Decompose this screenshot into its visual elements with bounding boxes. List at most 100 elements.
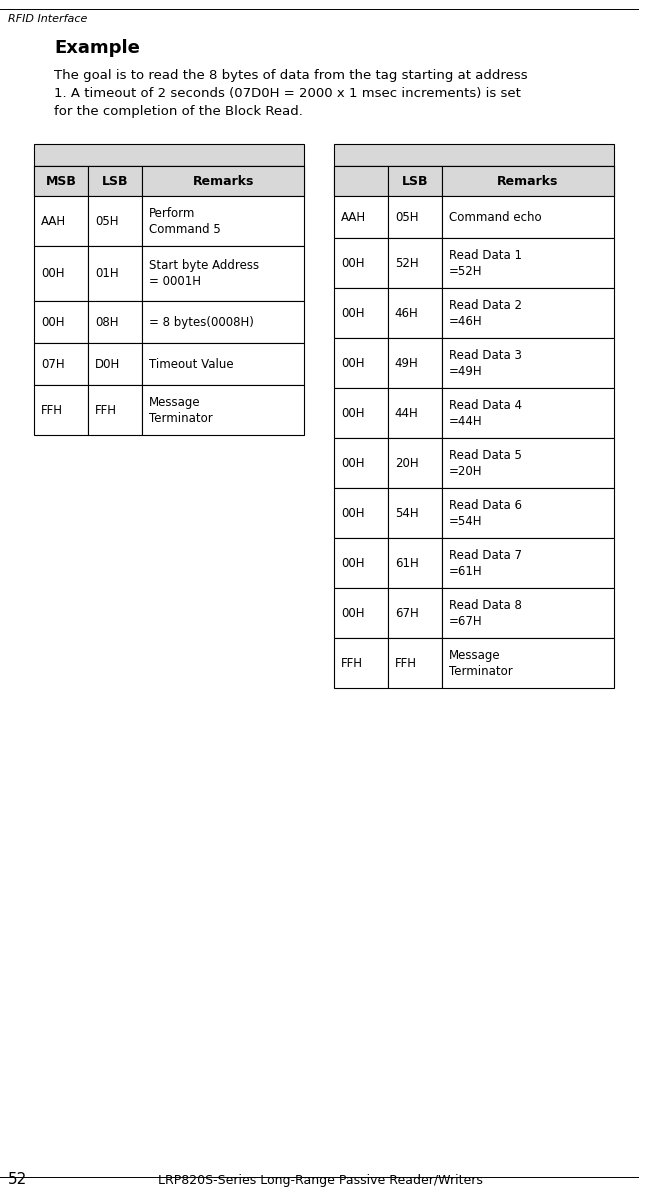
Text: 49H: 49H [395,356,419,369]
Text: RFID Interface: RFID Interface [8,14,87,24]
Text: 00H: 00H [41,267,64,281]
Text: 01H: 01H [95,267,119,281]
Bar [388,388,442,438]
Bar [334,195,388,237]
Text: Read Data 1
=52H: Read Data 1 =52H [449,248,521,277]
Bar [442,165,614,195]
Bar [388,165,442,195]
Bar [442,338,614,388]
Text: 00H: 00H [340,257,365,270]
Bar [442,588,614,638]
Text: LRP820S-Series Long-Range Passive Reader/Writers: LRP820S-Series Long-Range Passive Reader… [158,1174,482,1187]
Bar [35,165,89,195]
Text: 67H: 67H [395,607,419,620]
Bar [35,144,305,165]
Text: D0H: D0H [95,357,120,370]
Bar [334,438,388,488]
Text: Read Data 3
=49H: Read Data 3 =49H [449,349,521,378]
Bar [334,165,614,195]
Bar [35,195,89,246]
Bar [388,538,442,588]
Bar [334,288,388,338]
Text: 52H: 52H [395,257,419,270]
Bar [35,301,89,343]
Text: Perform
Command 5: Perform Command 5 [149,206,221,235]
Text: 08H: 08H [95,315,118,329]
Bar [89,165,143,195]
Bar [334,638,388,688]
Text: MSB: MSB [46,175,77,187]
Text: Read Data 4
=44H: Read Data 4 =44H [449,398,521,428]
Bar [388,288,442,338]
Bar [442,237,614,288]
Text: Start byte Address
= 0001H: Start byte Address = 0001H [149,259,259,288]
Bar [143,301,305,343]
Bar [143,246,305,301]
Text: AAH: AAH [41,215,66,228]
Bar [35,343,89,385]
Bar [442,538,614,588]
Text: Read Data 5
=20H: Read Data 5 =20H [449,448,521,477]
Bar [442,195,614,237]
Bar [143,385,305,435]
Bar [143,343,305,385]
Bar [89,301,143,343]
Text: Read Data 8
=67H: Read Data 8 =67H [449,598,521,627]
Text: 20H: 20H [395,457,419,470]
Bar [442,438,614,488]
Text: 46H: 46H [395,307,419,319]
Text: 54H: 54H [395,506,419,519]
Text: FFH: FFH [395,657,417,669]
Bar [388,338,442,388]
Bar [388,195,442,237]
Bar [334,338,388,388]
Bar [89,343,143,385]
Bar [89,246,143,301]
Bar [35,246,89,301]
Text: 52: 52 [8,1171,27,1187]
Text: 00H: 00H [340,506,365,519]
Bar [35,385,89,435]
Text: 07H: 07H [41,357,65,370]
Bar [334,165,388,195]
Bar [442,488,614,538]
Text: FFH: FFH [41,404,63,416]
Bar [334,588,388,638]
Text: 44H: 44H [395,406,419,420]
Bar [442,288,614,338]
Text: Read Data 7
=61H: Read Data 7 =61H [449,548,521,578]
Text: 05H: 05H [395,211,418,223]
Bar [35,165,305,195]
Bar [334,388,388,438]
Text: 00H: 00H [340,607,365,620]
Bar [143,165,305,195]
Text: 00H: 00H [340,356,365,369]
Text: Read Data 6
=54H: Read Data 6 =54H [449,499,521,528]
Bar [388,438,442,488]
Text: Message
Terminator: Message Terminator [449,649,512,677]
Text: Timeout Value: Timeout Value [149,357,234,370]
Text: FFH: FFH [95,404,117,416]
Bar [334,488,388,538]
Bar [442,388,614,438]
Bar [89,385,143,435]
Bar [388,588,442,638]
Text: LSB: LSB [102,175,129,187]
Text: 00H: 00H [41,315,64,329]
Text: Remarks: Remarks [497,175,559,187]
Bar [442,638,614,688]
Text: 00H: 00H [340,457,365,470]
Text: LSB: LSB [402,175,428,187]
Text: 00H: 00H [340,307,365,319]
Text: Command echo: Command echo [449,211,542,223]
Text: 61H: 61H [395,556,419,570]
Bar [334,237,388,288]
Text: Remarks: Remarks [193,175,254,187]
Text: Example: Example [54,40,140,58]
Text: 00H: 00H [340,556,365,570]
Text: = 8 bytes(0008H): = 8 bytes(0008H) [149,315,254,329]
Text: 00H: 00H [340,406,365,420]
Text: The goal is to read the 8 bytes of data from the tag starting at address
1. A ti: The goal is to read the 8 bytes of data … [54,70,527,118]
Text: FFH: FFH [340,657,363,669]
Bar [334,144,614,165]
